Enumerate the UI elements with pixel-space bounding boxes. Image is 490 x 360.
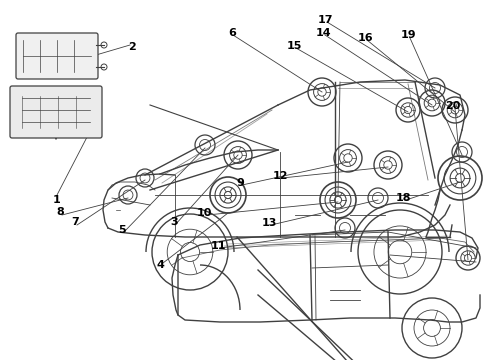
Text: 7: 7 xyxy=(71,217,79,227)
Text: 1: 1 xyxy=(53,195,61,205)
Text: 5: 5 xyxy=(118,225,126,235)
FancyBboxPatch shape xyxy=(10,86,102,138)
Text: 19: 19 xyxy=(400,30,416,40)
Text: 16: 16 xyxy=(357,33,373,43)
Text: 11: 11 xyxy=(210,241,226,251)
Text: 8: 8 xyxy=(56,207,64,217)
FancyBboxPatch shape xyxy=(16,33,98,79)
Text: 15: 15 xyxy=(286,41,302,51)
Text: 14: 14 xyxy=(315,28,331,38)
Text: 6: 6 xyxy=(228,28,236,38)
Text: 2: 2 xyxy=(128,42,136,52)
Text: 10: 10 xyxy=(196,208,212,218)
Text: 3: 3 xyxy=(170,217,178,227)
Text: 4: 4 xyxy=(156,260,164,270)
Text: 20: 20 xyxy=(445,101,461,111)
Text: 9: 9 xyxy=(236,178,244,188)
Text: 12: 12 xyxy=(272,171,288,181)
Text: 18: 18 xyxy=(395,193,411,203)
Text: 13: 13 xyxy=(261,218,277,228)
Text: 17: 17 xyxy=(317,15,333,25)
